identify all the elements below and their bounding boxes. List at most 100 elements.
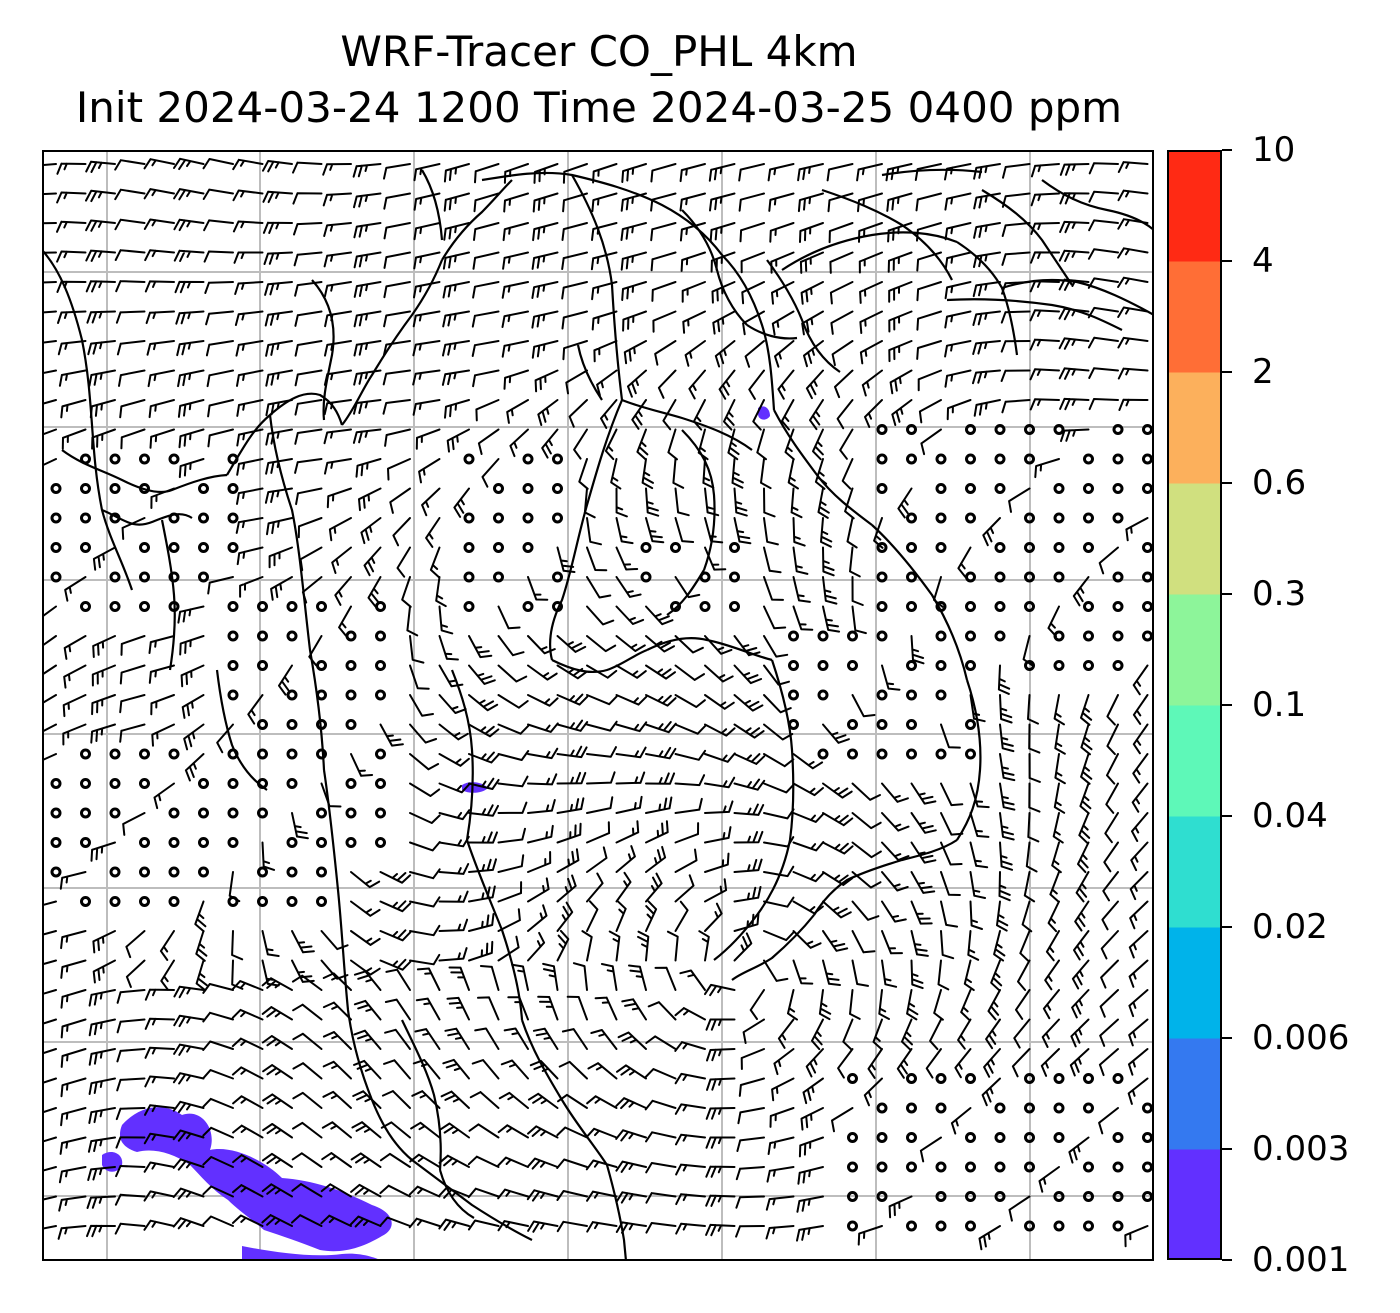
calm-wind-circle bbox=[670, 542, 681, 553]
wind-barb bbox=[90, 841, 116, 862]
wind-barb bbox=[360, 517, 382, 545]
wind-barb bbox=[526, 1157, 559, 1170]
calm-wind-circle bbox=[1112, 630, 1124, 642]
wind-barb bbox=[675, 1163, 706, 1176]
map-panel[interactable] bbox=[42, 150, 1154, 1261]
wind-barb bbox=[704, 800, 734, 814]
calm-wind-circle bbox=[198, 778, 209, 789]
wind-barb bbox=[143, 1132, 175, 1145]
wind-barb bbox=[61, 428, 87, 450]
wind-barb bbox=[181, 694, 205, 719]
wind-barb bbox=[650, 163, 677, 183]
wind-barb bbox=[1000, 340, 1031, 353]
wind-barb bbox=[963, 959, 975, 992]
calm-wind-circle bbox=[935, 689, 947, 701]
wind-barb bbox=[412, 1059, 441, 1080]
wind-barb bbox=[122, 812, 146, 836]
wind-barb bbox=[42, 959, 57, 966]
calm-wind-circle bbox=[876, 748, 888, 760]
calm-wind-circle bbox=[227, 748, 239, 760]
wind-barb bbox=[704, 664, 734, 683]
wind-barb bbox=[231, 1066, 264, 1080]
wind-barb bbox=[616, 1064, 647, 1080]
calm-wind-circle bbox=[1142, 601, 1153, 612]
calm-wind-circle bbox=[906, 1132, 917, 1143]
calm-wind-circle bbox=[227, 601, 239, 612]
wind-barb bbox=[561, 281, 588, 300]
calm-wind-circle bbox=[493, 512, 504, 524]
wind-barb bbox=[527, 664, 558, 681]
wind-barb bbox=[562, 192, 588, 213]
colorbar-tick bbox=[1222, 704, 1232, 706]
wind-barb bbox=[1106, 723, 1119, 756]
wind-barb bbox=[143, 218, 175, 230]
wind-barb bbox=[851, 959, 869, 987]
wind-barb bbox=[413, 281, 441, 299]
wind-barb bbox=[121, 517, 146, 540]
wind-barb bbox=[202, 1185, 234, 1198]
wind-barb bbox=[712, 310, 736, 335]
wind-barb bbox=[91, 664, 116, 687]
wind-barb bbox=[497, 935, 520, 962]
wind-barb bbox=[645, 796, 673, 814]
wind-barb bbox=[497, 635, 525, 657]
calm-wind-circle bbox=[50, 837, 62, 848]
wind-barb bbox=[326, 487, 352, 509]
calm-wind-circle bbox=[935, 483, 947, 494]
calm-wind-circle bbox=[1083, 483, 1094, 494]
wind-barb bbox=[383, 310, 411, 328]
wind-barb bbox=[442, 1058, 470, 1080]
wind-barb bbox=[383, 281, 411, 299]
wind-barb bbox=[62, 694, 87, 718]
wind-barb bbox=[1027, 812, 1040, 843]
wind-barb bbox=[586, 821, 611, 844]
calm-wind-circle bbox=[640, 542, 652, 553]
wind-barb bbox=[887, 222, 913, 243]
wind-barb bbox=[585, 1127, 618, 1139]
calm-wind-circle bbox=[139, 483, 150, 494]
wind-barb bbox=[586, 605, 615, 626]
wind-barb bbox=[537, 995, 559, 1021]
wind-barb bbox=[324, 458, 352, 475]
wind-barb bbox=[969, 871, 986, 899]
wind-barb bbox=[972, 281, 1001, 298]
wind-barb bbox=[118, 369, 146, 387]
wind-barb bbox=[264, 281, 293, 296]
wind-barb bbox=[615, 746, 647, 759]
wind-barb bbox=[1099, 989, 1119, 1018]
wind-barb bbox=[983, 1048, 1001, 1078]
calm-wind-circle bbox=[109, 512, 121, 524]
wind-barb bbox=[792, 576, 811, 603]
calm-wind-circle bbox=[80, 601, 91, 612]
calm-wind-circle bbox=[522, 453, 534, 465]
wind-barb bbox=[443, 192, 470, 212]
wind-barb bbox=[705, 1194, 736, 1207]
wind-barb bbox=[292, 1091, 323, 1109]
wind-barb bbox=[1053, 694, 1065, 726]
calm-wind-circle bbox=[1053, 483, 1065, 494]
wind-barb bbox=[367, 576, 382, 608]
wind-barb bbox=[537, 399, 559, 426]
wind-barb bbox=[232, 1095, 264, 1109]
calm-wind-circle bbox=[1053, 660, 1065, 671]
colorbar-segment bbox=[1167, 150, 1222, 262]
wind-barb bbox=[704, 902, 723, 932]
calm-wind-circle bbox=[817, 630, 829, 642]
wind-barb bbox=[235, 340, 264, 357]
wind-barb bbox=[438, 635, 459, 661]
wind-barb bbox=[42, 1195, 57, 1201]
wind-barb bbox=[1132, 664, 1149, 696]
calm-wind-circle bbox=[50, 542, 62, 553]
wind-barb bbox=[143, 1219, 175, 1231]
wind-barb bbox=[42, 1018, 57, 1025]
wind-barb bbox=[143, 1161, 175, 1173]
calm-wind-circle bbox=[847, 1132, 858, 1143]
wind-barb bbox=[503, 163, 529, 184]
wind-barb bbox=[114, 159, 146, 171]
wind-barb bbox=[674, 664, 705, 681]
wind-barb bbox=[1029, 280, 1060, 293]
wind-barb bbox=[147, 369, 175, 388]
wind-barb bbox=[119, 664, 146, 685]
wind-barb bbox=[858, 251, 883, 274]
calm-wind-circle bbox=[994, 571, 1006, 583]
